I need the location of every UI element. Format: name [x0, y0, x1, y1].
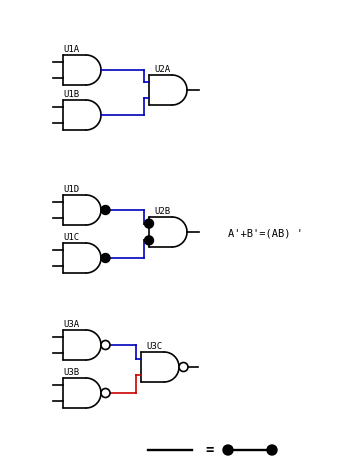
Text: U1D: U1D	[63, 185, 79, 194]
Text: U3C: U3C	[146, 342, 162, 351]
Text: A'+B'=(AB) ': A'+B'=(AB) '	[228, 229, 303, 239]
Circle shape	[267, 445, 277, 455]
Circle shape	[144, 236, 154, 245]
Text: U1C: U1C	[63, 233, 79, 242]
Text: U3A: U3A	[63, 320, 79, 329]
Circle shape	[101, 253, 110, 263]
Circle shape	[223, 445, 233, 455]
Circle shape	[101, 389, 110, 398]
Text: U2A: U2A	[154, 65, 170, 74]
Text: =: =	[206, 443, 214, 457]
Circle shape	[179, 362, 188, 371]
Circle shape	[101, 340, 110, 350]
Text: U1B: U1B	[63, 90, 79, 99]
Circle shape	[144, 219, 154, 228]
Circle shape	[101, 205, 110, 214]
Text: U1A: U1A	[63, 45, 79, 54]
Text: U2B: U2B	[154, 207, 170, 216]
Text: U3B: U3B	[63, 368, 79, 377]
